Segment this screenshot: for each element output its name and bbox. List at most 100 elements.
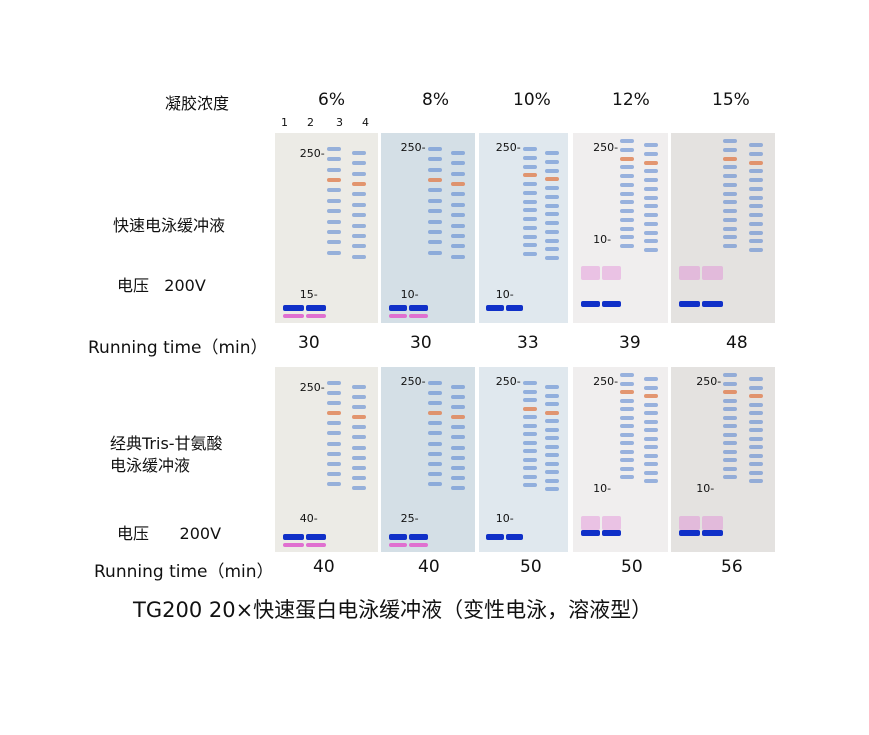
marker-band xyxy=(352,465,367,470)
classic-gel-3: 250- 10- xyxy=(479,367,568,552)
marker-band xyxy=(427,401,442,406)
marker-band xyxy=(352,223,367,228)
marker-band xyxy=(643,445,658,450)
marker-band xyxy=(326,167,341,172)
marker-band xyxy=(749,453,764,458)
marker-band xyxy=(326,240,341,245)
marker-band xyxy=(451,435,466,440)
marker-band xyxy=(620,226,635,231)
marker-band xyxy=(620,407,635,412)
marker-band xyxy=(451,223,466,228)
molecular-weight-marker: 10- xyxy=(593,482,612,495)
marker-band xyxy=(723,200,738,205)
marker-band xyxy=(749,230,764,235)
marker-band xyxy=(749,385,764,390)
lane-number-1: 1 xyxy=(281,116,288,129)
marker-band xyxy=(427,198,442,203)
pink-dye-band xyxy=(283,543,304,547)
marker-band xyxy=(620,147,635,152)
marker-band xyxy=(620,165,635,170)
dye-front-band xyxy=(409,305,428,311)
figure-caption: TG200 20×快速蛋白电泳缓冲液（变性电泳，溶液型） xyxy=(133,598,653,622)
marker-band xyxy=(544,461,559,466)
marker-band xyxy=(522,182,537,187)
marker-band xyxy=(427,240,442,245)
marker-band xyxy=(451,395,466,400)
marker-band xyxy=(643,428,658,433)
marker-band xyxy=(522,423,537,428)
marker-band xyxy=(723,174,738,179)
marker-band xyxy=(643,377,658,381)
marker-band xyxy=(451,385,466,389)
fast-buffer-label: 快速电泳缓冲液 xyxy=(113,216,226,235)
marker-band xyxy=(544,410,559,415)
marker-band xyxy=(522,389,537,394)
dye-front-band xyxy=(305,534,327,540)
pink-dye-band xyxy=(702,266,723,280)
dye-front-band xyxy=(580,530,600,536)
marker-band xyxy=(620,235,635,240)
marker-band xyxy=(723,182,738,187)
fast-time-1: 30 xyxy=(298,333,320,353)
marker-band xyxy=(427,209,442,214)
marker-band xyxy=(326,147,341,151)
molecular-weight-marker: 250- xyxy=(593,141,619,154)
fast-gel-2: 250- 10- xyxy=(381,133,475,323)
molecular-weight-marker: 10- xyxy=(495,288,514,301)
marker-band xyxy=(749,445,764,450)
marker-band xyxy=(749,178,764,183)
classic-gel-4: 250- 10- xyxy=(573,367,668,552)
marker-band xyxy=(544,151,559,155)
marker-band xyxy=(723,432,738,437)
marker-band xyxy=(643,213,658,218)
marker-band xyxy=(427,229,442,234)
marker-band xyxy=(749,221,764,226)
dye-front-band xyxy=(388,305,408,311)
classic-voltage-label: 电压 200V xyxy=(117,520,221,544)
marker-band xyxy=(643,221,658,226)
molecular-weight-marker: 10- xyxy=(400,288,419,301)
marker-band xyxy=(643,385,658,390)
marker-band xyxy=(620,381,635,386)
molecular-weight-marker: 250- xyxy=(696,375,722,388)
marker-band xyxy=(522,252,537,257)
marker-band xyxy=(522,208,537,213)
dye-front-band xyxy=(601,301,621,307)
marker-band xyxy=(427,167,442,172)
marker-band xyxy=(451,475,466,480)
marker-band xyxy=(749,239,764,244)
fast-time-5: 48 xyxy=(726,333,748,353)
marker-band xyxy=(620,174,635,179)
fast-gel-1: 250- 15- xyxy=(275,133,378,323)
marker-band xyxy=(749,411,764,416)
marker-band xyxy=(326,401,341,406)
marker-band xyxy=(427,250,442,255)
lane-number-2: 2 xyxy=(307,116,314,129)
marker-band xyxy=(620,217,635,222)
marker-band xyxy=(749,470,764,475)
marker-band xyxy=(723,441,738,446)
marker-band xyxy=(643,169,658,174)
marker-band xyxy=(326,391,341,396)
pink-dye-band xyxy=(283,314,304,318)
classic-time-label: Running time（min） xyxy=(94,562,274,582)
marker-band xyxy=(352,415,367,420)
marker-band xyxy=(427,381,442,385)
marker-band xyxy=(544,221,559,226)
marker-band xyxy=(544,402,559,407)
marker-band xyxy=(723,398,738,403)
marker-band xyxy=(643,151,658,156)
marker-band xyxy=(723,466,738,471)
gel-concentration-label: 凝胶浓度 xyxy=(165,94,230,113)
marker-band xyxy=(620,139,635,143)
marker-band xyxy=(643,419,658,424)
marker-band xyxy=(723,475,738,480)
marker-band xyxy=(451,192,466,197)
marker-band xyxy=(427,188,442,193)
marker-band xyxy=(620,244,635,249)
fast-voltage-label: 电压 200V xyxy=(117,272,206,296)
marker-band xyxy=(723,407,738,412)
concentration-1: 6% xyxy=(318,90,345,110)
dye-front-band xyxy=(505,534,524,540)
marker-band xyxy=(643,160,658,165)
